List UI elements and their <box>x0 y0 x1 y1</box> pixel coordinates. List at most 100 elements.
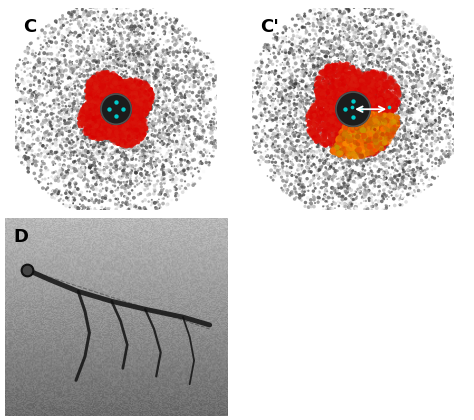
Point <box>334 97 342 104</box>
Point <box>345 71 353 78</box>
Point <box>107 132 115 139</box>
Point <box>91 136 99 143</box>
Point <box>102 144 109 151</box>
Point <box>121 93 129 100</box>
Point <box>366 110 374 117</box>
Point <box>140 118 147 125</box>
Point <box>119 92 127 99</box>
Point <box>302 118 310 125</box>
Point <box>290 33 297 40</box>
Point <box>86 12 93 18</box>
Point <box>114 58 121 64</box>
Point <box>394 191 401 198</box>
Point <box>364 94 371 101</box>
Point <box>136 96 143 102</box>
Point <box>55 84 63 91</box>
Point <box>377 111 385 118</box>
Point <box>297 104 305 111</box>
Point <box>332 105 339 112</box>
Point <box>258 69 266 76</box>
Point <box>327 89 335 96</box>
Point <box>328 87 336 94</box>
Point <box>129 105 137 111</box>
Point <box>49 29 56 36</box>
Point <box>346 88 354 95</box>
Point <box>124 88 132 95</box>
Point <box>127 99 135 106</box>
Point <box>93 169 100 176</box>
Point <box>376 121 383 128</box>
Point <box>102 94 109 101</box>
Point <box>451 73 458 79</box>
Point <box>388 65 396 72</box>
Point <box>98 79 106 86</box>
Point <box>103 80 110 87</box>
Point <box>103 142 110 149</box>
Point <box>112 187 119 194</box>
Point <box>139 135 146 142</box>
Point <box>89 74 97 80</box>
Point <box>12 122 19 129</box>
Point <box>376 144 384 150</box>
Point <box>371 101 379 108</box>
Point <box>120 92 128 99</box>
Point <box>117 127 124 134</box>
Point <box>120 92 128 99</box>
Point <box>86 203 94 210</box>
Point <box>343 127 351 134</box>
Point <box>119 131 127 137</box>
Point <box>381 102 388 109</box>
Point <box>336 66 343 73</box>
Point <box>95 73 102 79</box>
Point <box>103 132 110 139</box>
Point <box>106 92 114 99</box>
Point <box>152 133 159 140</box>
Point <box>141 182 149 189</box>
Point <box>170 164 177 171</box>
Point <box>367 118 374 125</box>
Point <box>330 74 337 80</box>
Point <box>87 159 94 166</box>
Point <box>127 94 135 101</box>
Point <box>107 138 115 145</box>
Point <box>433 100 441 107</box>
Point <box>135 111 142 118</box>
Point <box>76 73 83 80</box>
Point <box>327 120 334 127</box>
Point <box>355 73 363 80</box>
Point <box>67 47 75 54</box>
Point <box>247 108 255 115</box>
Point <box>99 99 106 105</box>
Point <box>343 89 350 96</box>
Point <box>310 151 318 158</box>
Point <box>42 109 50 116</box>
Point <box>384 100 392 106</box>
Point <box>336 147 343 153</box>
Point <box>395 128 402 134</box>
Point <box>327 93 335 100</box>
Point <box>122 133 129 139</box>
Point <box>103 84 110 91</box>
Point <box>348 76 356 82</box>
Point <box>353 78 360 85</box>
Point <box>356 122 364 129</box>
Point <box>52 55 60 61</box>
Point <box>53 95 60 102</box>
Point <box>431 117 439 124</box>
Point <box>106 176 113 183</box>
Point <box>337 86 344 93</box>
Point <box>383 119 391 126</box>
Point <box>383 122 391 129</box>
Point <box>405 191 412 197</box>
Point <box>391 89 399 95</box>
Point <box>352 62 359 69</box>
Point <box>366 102 374 109</box>
Point <box>333 117 340 123</box>
Point <box>390 81 398 88</box>
Point <box>347 178 355 185</box>
Point <box>123 119 130 126</box>
Point <box>99 125 106 132</box>
Point <box>127 203 135 210</box>
Point <box>317 75 325 81</box>
Point <box>64 120 72 127</box>
